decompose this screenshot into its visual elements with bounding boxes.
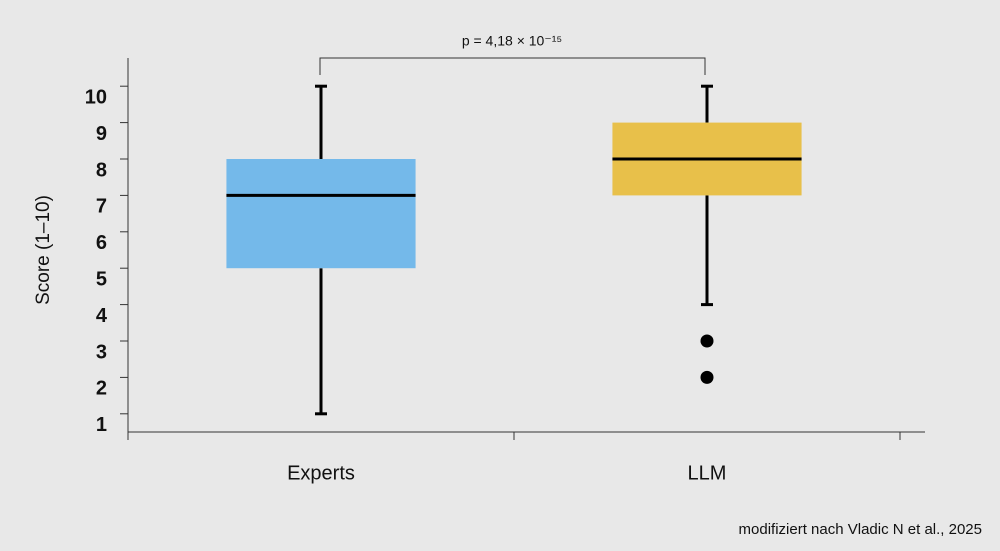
outlier [700,334,714,348]
significance-bracket [319,57,706,75]
y-tick-label: 9 [96,123,107,145]
y-axis-label: Score (1–10) [33,195,54,305]
source-note: modifiziert nach Vladic N et al., 2025 [739,521,982,538]
y-tick-label: 2 [96,378,107,400]
y-tick-label: 10 [85,86,107,108]
x-tick-label: LLM [688,462,727,484]
y-tick-label: 7 [96,196,107,218]
outlier [700,370,714,384]
y-tick-label: 5 [96,268,107,290]
annotation: p = 4,18 × 10⁻¹⁵ [462,33,562,49]
y-tick-label: 3 [96,341,107,363]
box [226,159,416,269]
y-tick-label: 8 [96,159,107,181]
y-tick-label: 6 [96,232,107,254]
x-tick-label: Experts [287,462,355,484]
y-tick-label: 1 [96,414,107,436]
y-tick-label: 4 [96,305,108,327]
